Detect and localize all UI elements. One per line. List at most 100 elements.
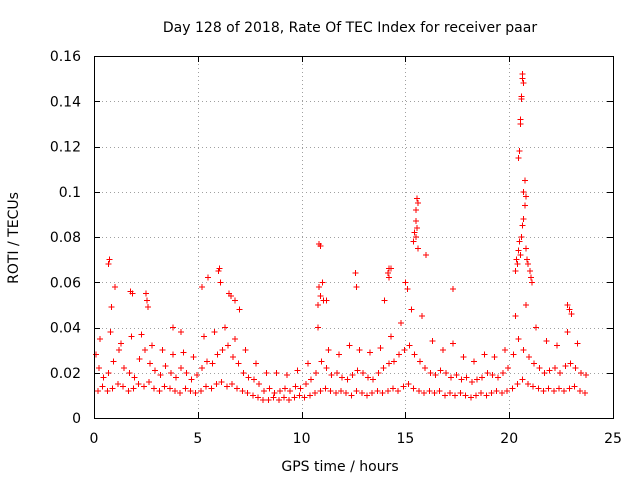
data-point-0-11 (147, 360, 154, 367)
data-point-0-55 (375, 369, 382, 376)
data-point-0-170 (478, 390, 485, 397)
data-point-0-215 (346, 342, 353, 349)
data-point-0-176 (509, 385, 516, 392)
data-point-0-219 (387, 333, 394, 340)
data-point-0-248 (178, 329, 185, 335)
data-point-0-230 (502, 347, 508, 354)
data-point-0-92 (567, 360, 574, 367)
x-tick-label-1: 5 (193, 431, 202, 447)
data-point-0-225 (450, 340, 457, 347)
data-point-0-36 (276, 387, 283, 394)
data-point-0-228 (481, 351, 488, 358)
data-point-0-177 (514, 381, 521, 388)
data-point-0-132 (281, 394, 287, 401)
data-point-0-65 (427, 369, 434, 376)
data-point-0-110 (166, 385, 173, 392)
data-point-0-114 (187, 387, 194, 394)
data-point-0-84 (525, 353, 532, 360)
data-point-0-199 (180, 349, 187, 356)
data-point-0-105 (140, 383, 147, 390)
x-tick-label-4: 20 (500, 431, 518, 447)
data-point-0-133 (286, 396, 293, 403)
data-point-0-236 (564, 329, 571, 335)
data-point-0-269 (402, 279, 409, 286)
data-point-0-59 (396, 351, 403, 358)
data-point-0-7 (126, 369, 133, 376)
data-point-0-296 (568, 310, 575, 317)
data-point-0-33 (261, 387, 268, 394)
data-point-0-252 (216, 265, 223, 272)
data-point-0-49 (344, 376, 351, 383)
data-point-0-175 (504, 387, 511, 394)
data-point-0-91 (562, 363, 569, 369)
data-point-0-243 (129, 290, 136, 297)
data-point-0-303 (521, 177, 528, 184)
data-point-0-271 (410, 238, 417, 245)
data-point-0-112 (177, 390, 184, 397)
data-point-0-135 (296, 392, 303, 399)
data-point-0-117 (203, 383, 210, 390)
data-point-0-40 (297, 385, 304, 392)
data-point-0-19 (188, 376, 195, 383)
data-point-0-197 (159, 347, 166, 354)
data-point-0-314 (317, 243, 324, 250)
data-point-0-250 (205, 274, 212, 281)
data-point-0-39 (292, 383, 299, 390)
data-point-0-56 (380, 365, 387, 372)
data-point-0-279 (513, 256, 520, 263)
data-point-0-218 (377, 344, 384, 351)
data-point-0-159 (421, 390, 428, 397)
data-point-0-186 (561, 387, 568, 394)
data-point-0-146 (353, 387, 360, 394)
data-point-0-276 (423, 252, 430, 259)
data-point-0-289 (523, 256, 530, 263)
data-point-0-178 (519, 376, 526, 383)
data-point-0-71 (458, 376, 465, 383)
data-point-0-60 (401, 347, 408, 354)
data-point-0-211 (304, 360, 311, 367)
data-point-0-99 (109, 385, 116, 392)
data-point-0-119 (213, 381, 220, 388)
data-point-0-309 (412, 206, 419, 213)
data-point-0-160 (426, 387, 433, 394)
data-point-0-83 (520, 347, 527, 354)
data-point-0-278 (512, 267, 519, 274)
data-point-0-192 (107, 329, 114, 335)
data-point-0-216 (356, 347, 363, 354)
data-point-0-191 (97, 335, 104, 342)
data-point-0-35 (271, 390, 278, 397)
data-point-0-120 (218, 378, 225, 385)
data-point-0-115 (192, 390, 199, 397)
data-point-0-80 (505, 365, 512, 372)
data-point-0-76 (484, 369, 491, 376)
data-point-0-166 (457, 390, 464, 397)
data-point-0-180 (530, 383, 537, 390)
data-point-0-285 (519, 222, 526, 229)
data-point-0-90 (557, 369, 564, 376)
data-point-0-43 (313, 369, 320, 376)
data-point-0-62 (411, 351, 418, 358)
data-point-0-169 (473, 392, 479, 399)
data-point-0-61 (406, 342, 413, 349)
data-point-0-131 (275, 396, 282, 403)
data-point-0-22 (204, 358, 211, 365)
data-point-0-257 (236, 306, 243, 313)
data-point-0-151 (379, 390, 386, 397)
data-point-0-8 (131, 374, 138, 381)
chart-title: Day 128 of 2018, Rate Of TEC Index for r… (163, 20, 537, 36)
data-point-0-161 (431, 390, 438, 397)
data-point-0-129 (265, 396, 272, 403)
data-point-0-316 (385, 265, 392, 272)
data-point-0-208 (273, 369, 280, 376)
data-point-0-27 (230, 353, 237, 360)
data-point-0-198 (169, 351, 176, 358)
data-point-0-134 (291, 394, 298, 401)
data-point-0-221 (408, 306, 415, 313)
data-point-0-287 (521, 202, 528, 209)
ticks-layer: 0 5 10 15 20 25 0 0.02 0.04 0.06 0.08 0.1 0.12 0.14 0.… (50, 49, 622, 447)
data-point-0-70 (453, 372, 460, 378)
data-point-0-150 (374, 387, 381, 394)
data-point-0-157 (410, 385, 417, 392)
data-point-0-85 (531, 360, 538, 367)
data-point-0-265 (353, 283, 360, 290)
